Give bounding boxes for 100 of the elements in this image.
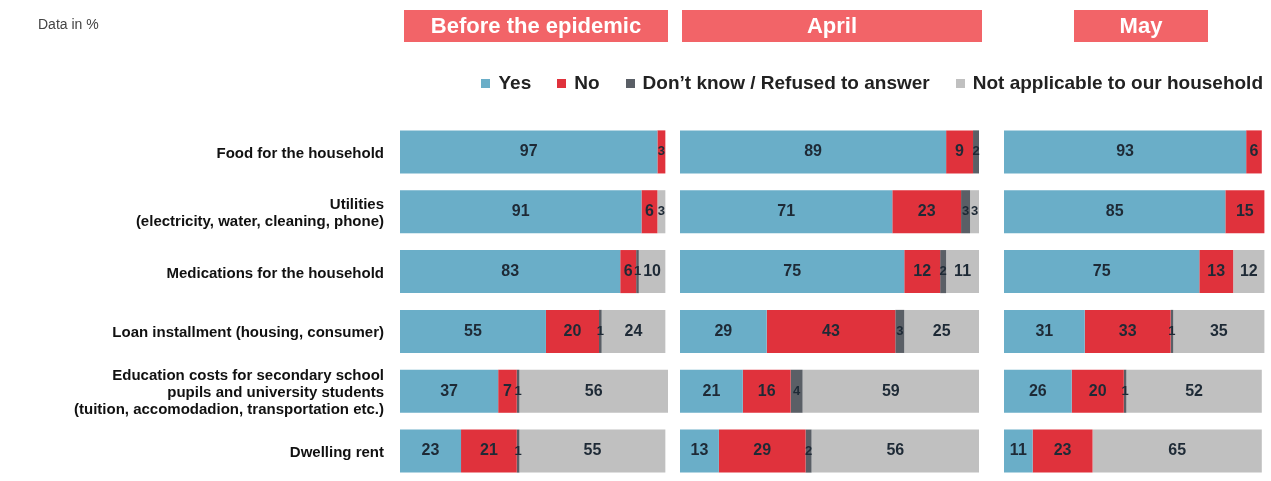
data-label: 29 [714,321,733,339]
data-label: 13 [1207,261,1226,279]
bar [400,250,621,294]
chart-title: May [1074,10,1208,42]
data-label: 6 [644,202,654,220]
data-label: 4 [793,382,801,398]
data-label: 15 [1235,202,1254,220]
data-label: 52 [1185,381,1204,399]
data-label: 85 [1105,202,1124,220]
bar [1233,250,1265,294]
bar [946,130,974,174]
bar [400,309,546,353]
bar [811,429,980,473]
data-label: 91 [511,202,530,220]
y-tick-label: Medications for the household [166,263,384,281]
data-label: 1 [514,382,522,398]
data-label: 16 [757,381,776,399]
bar [1004,429,1033,473]
data-label: 65 [1168,441,1187,459]
data-label: 3 [970,203,979,219]
data-label: 29 [753,441,772,459]
data-label: 55 [464,321,482,339]
data-label: 71 [777,202,796,220]
data-label: 10 [643,261,662,279]
data-label: 83 [501,261,520,279]
bar [680,309,767,353]
chart-title: Before the epidemic [404,10,668,42]
bar [742,369,791,413]
y-tick-label: Utilities (electricity, water, cleaning, phone) [135,194,384,229]
data-label: 6 [1249,142,1259,160]
data-label: 3 [896,322,904,338]
bar [892,190,962,234]
data-label: 75 [1092,261,1111,279]
data-label: 24 [624,321,643,339]
data-label: 20 [563,321,582,339]
y-tick-label: Dwelling rent [289,442,384,460]
data-label: 23 [421,441,440,459]
bar [680,250,905,294]
legend-label: No [573,72,600,94]
data-label: 1 [514,442,522,458]
bar [1004,130,1247,174]
data-label: 43 [822,321,840,339]
data-label: 25 [932,321,951,339]
data-label: 23 [1053,441,1072,459]
bar [680,190,893,234]
data-label: 75 [783,261,802,279]
data-label: 35 [1209,321,1228,339]
data-label: 26 [1028,381,1047,399]
data-label: 11 [954,261,972,279]
data-label: 3 [657,143,665,159]
data-label: 21 [479,441,498,459]
data-label: 33 [1118,321,1137,339]
bar [946,250,980,294]
data-label: 89 [804,142,823,160]
data-label: 12 [913,261,932,279]
legend-label: Not applicable to our household [971,72,1263,94]
bar [400,369,499,413]
bar [400,130,658,174]
y-tick-label: Education costs for secondary school pupils and university students (tuition, accomodadion, transportation etc.) [73,365,384,417]
bar [400,429,462,473]
bar [718,429,806,473]
bar [1199,250,1234,294]
data-label: 21 [702,381,721,399]
bar [802,369,980,413]
bar [790,369,803,413]
data-label: 6 [623,261,633,279]
data-label: 59 [881,381,900,399]
bar [1246,130,1262,174]
bar [1004,369,1072,413]
bar [1084,309,1171,353]
bar [1225,190,1265,234]
data-label: 97 [519,142,538,160]
data-label: 56 [886,441,905,459]
bar [1173,309,1265,353]
data-label: 7 [503,381,513,399]
text: Data in % [38,16,99,32]
bar [680,429,719,473]
chart-title: April [682,10,982,42]
data-label: 31 [1035,321,1054,339]
bar [1071,369,1124,413]
bar [766,309,896,353]
data-label: 3 [657,203,665,219]
bar [1032,429,1093,473]
y-tick-label: Food for the household [216,143,384,161]
bar [461,429,517,473]
data-label: 37 [440,381,459,399]
bar [400,190,642,234]
data-label: 11 [1009,441,1027,459]
data-label: 12 [1239,261,1258,279]
data-label: 13 [690,441,709,459]
bar [680,130,947,174]
bar [1004,309,1085,353]
data-label: 20 [1088,381,1107,399]
data-label: 23 [917,202,936,220]
bar [904,250,941,294]
bar [680,369,743,413]
data-label: 1 [1121,382,1129,398]
bar [498,369,517,413]
bar [1004,190,1226,234]
bar [904,309,980,353]
